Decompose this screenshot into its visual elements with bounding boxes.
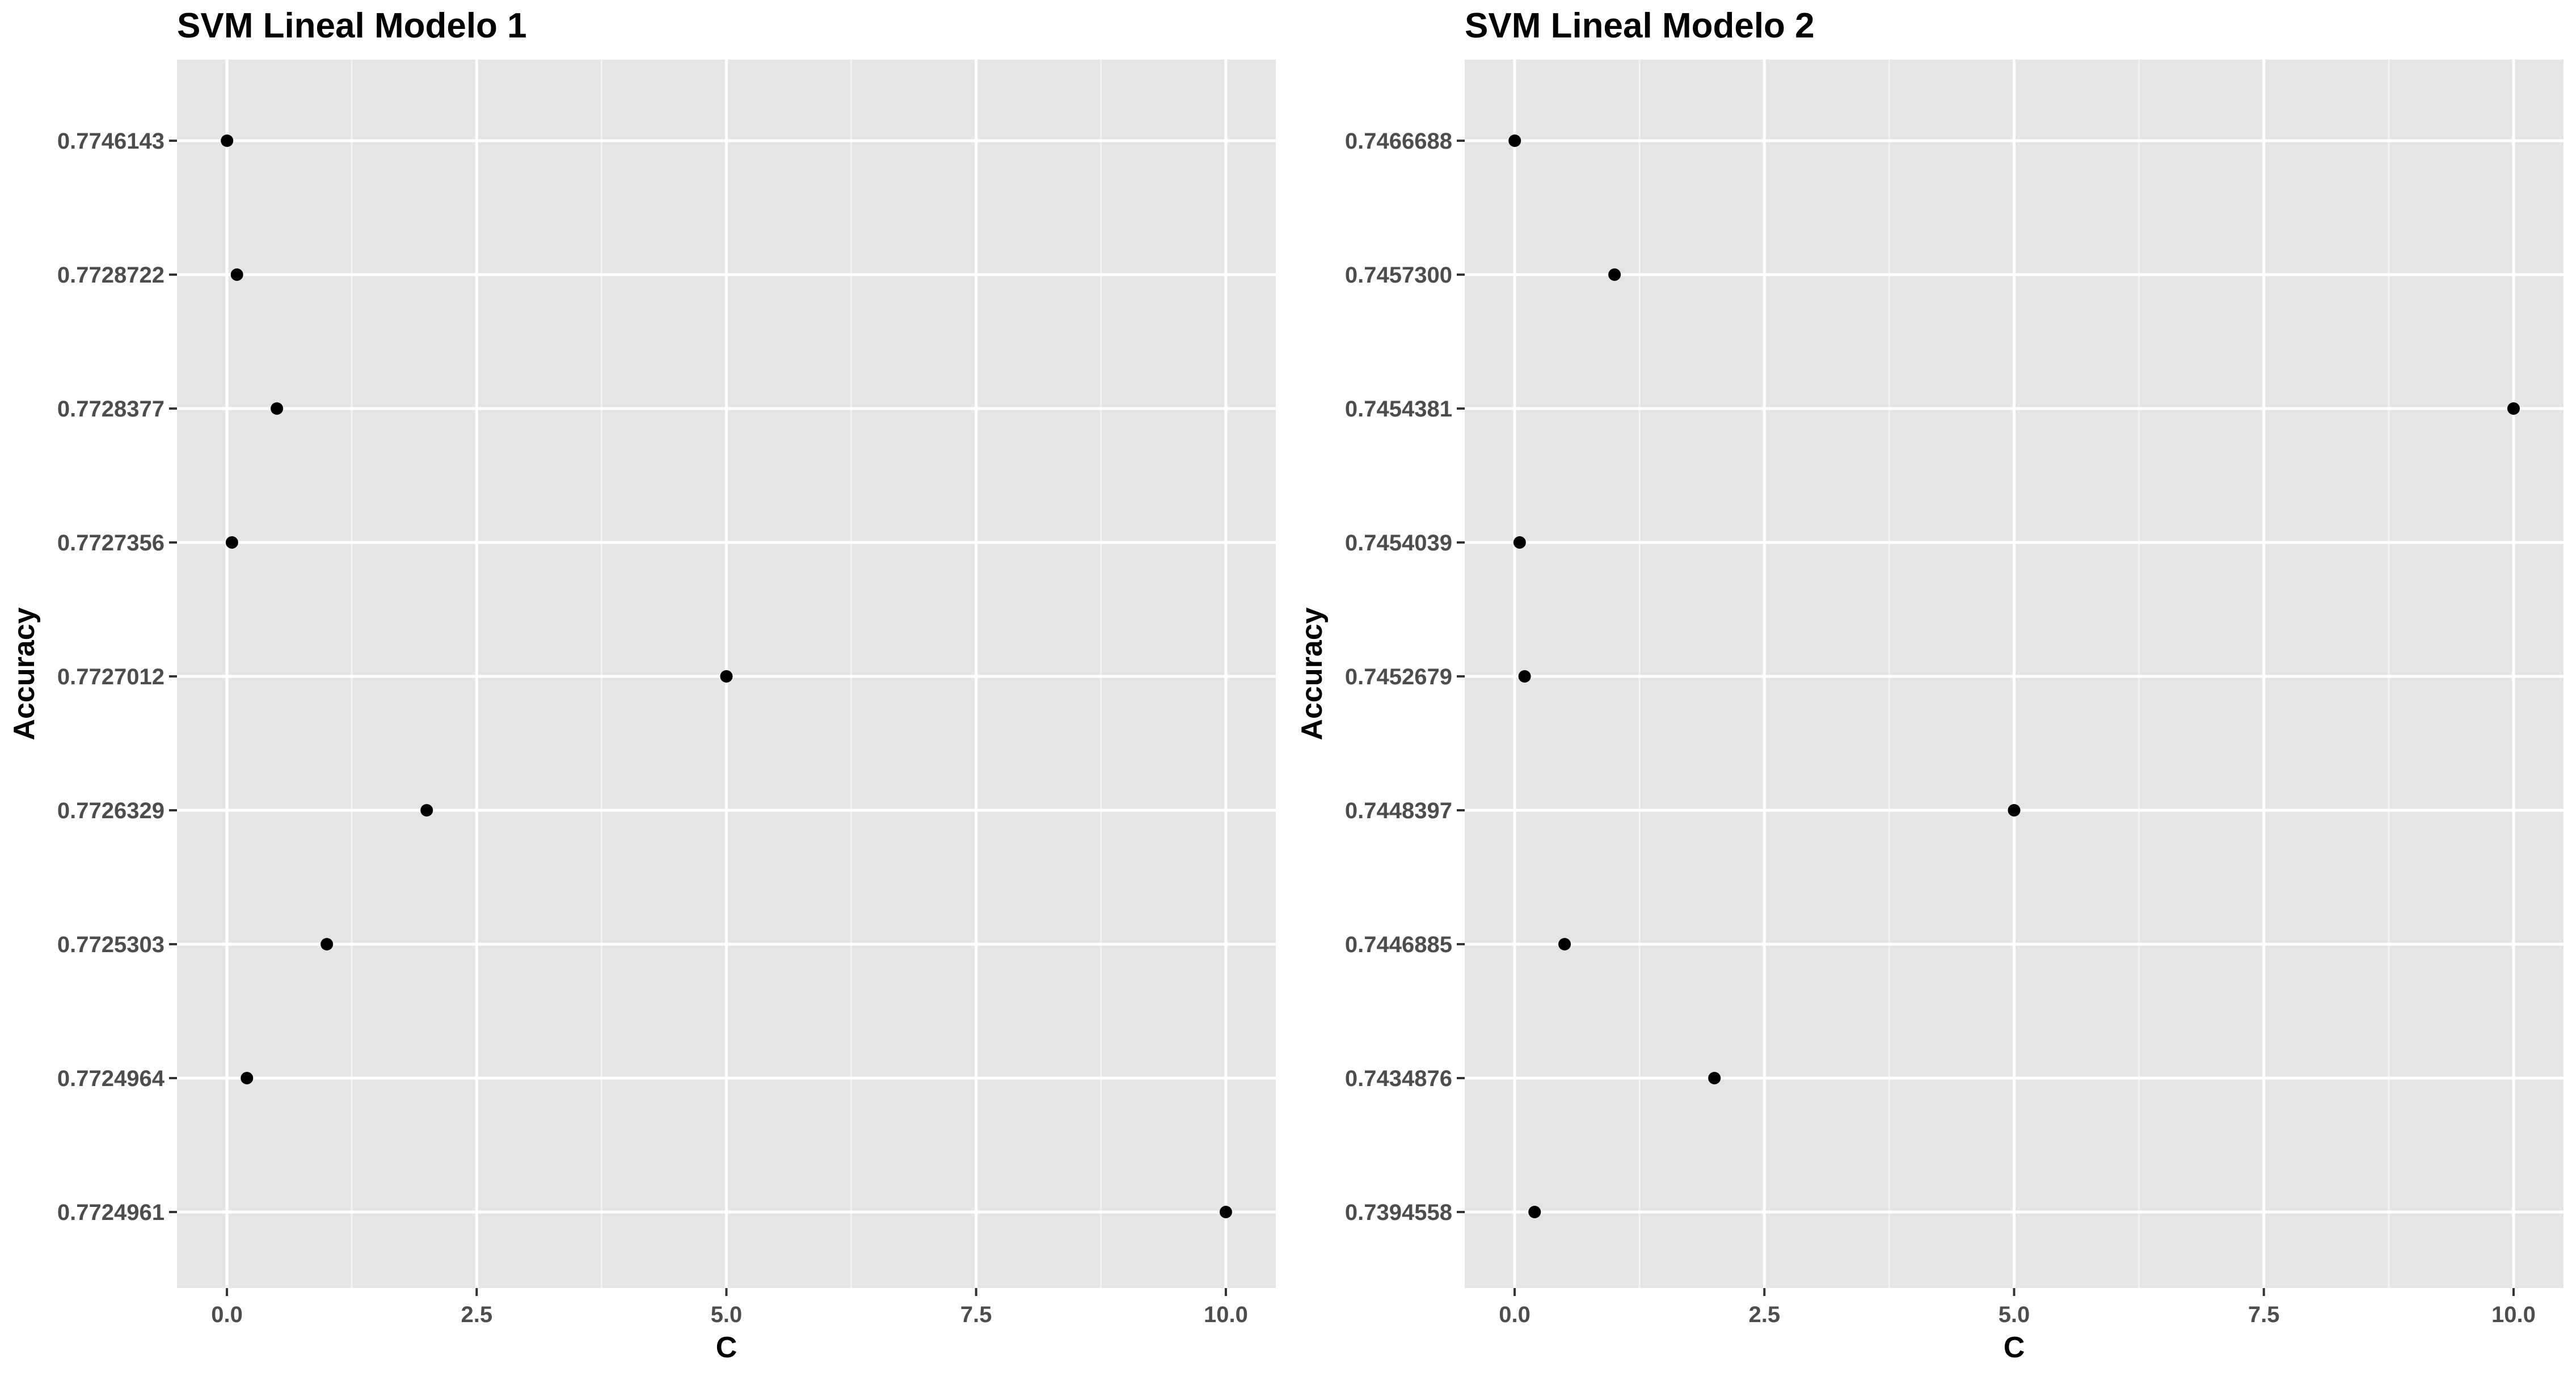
y-tick-label: 0.7728377 [57,397,165,422]
data-point [420,804,433,817]
chart-title: SVM Lineal Modelo 2 [1465,6,1815,45]
y-tick-label: 0.7726329 [57,798,165,823]
chart-title: SVM Lineal Modelo 1 [177,6,527,45]
data-point [241,1072,254,1084]
x-axis-label: C [2004,1331,2025,1364]
y-tick-label: 0.7725303 [57,932,165,957]
y-tick-label: 0.7394558 [1345,1200,1452,1225]
chart-panel-1: 0.7724961 0.7724964 0.7725303 0.7726329 0.77… [8,6,1276,1364]
data-point [1513,536,1526,549]
data-point [1708,1072,1721,1084]
x-tick-label: 7.5 [960,1302,992,1327]
x-tick-label: 5.0 [711,1302,743,1327]
chart-panel-2: 0.7394558 0.7434876 0.7446885 0.7448397 0.74… [1296,6,2564,1364]
data-point [221,134,234,147]
y-tick-label: 0.7727012 [57,664,165,689]
x-tick-label: 10.0 [2491,1302,2536,1327]
y-tick-label: 0.7446885 [1345,932,1452,957]
y-tick-label: 0.7728722 [57,263,165,288]
data-point [2507,402,2520,415]
x-tick-label: 10.0 [1204,1302,1248,1327]
data-point [230,268,243,281]
data-point [2008,804,2021,817]
x-tick-label: 5.0 [1999,1302,2030,1327]
y-tick-label: 0.7452679 [1345,664,1452,689]
data-point [1518,670,1531,683]
x-axis-label: C [716,1331,737,1364]
y-tick-label: 0.7454381 [1345,397,1452,422]
y-tick-label: 0.7448397 [1345,798,1452,823]
x-tick-label: 2.5 [1748,1302,1780,1327]
data-point [1528,1206,1541,1218]
y-tick-label: 0.7727356 [57,531,165,556]
y-tick-label: 0.7466688 [1345,129,1452,154]
y-tick-label: 0.7434876 [1345,1066,1452,1091]
data-point [720,670,733,683]
y-tick-label: 0.7724961 [57,1200,165,1225]
data-point [1508,134,1521,147]
x-tick-label: 2.5 [461,1302,492,1327]
y-axis-label: Accuracy [8,607,41,740]
data-point [271,402,284,415]
data-point [1558,938,1571,950]
y-tick-label: 0.7457300 [1345,263,1452,288]
data-point [1219,1206,1232,1218]
data-point [321,938,334,950]
y-axis-label: Accuracy [1296,607,1329,740]
x-tick-label: 0.0 [211,1302,243,1327]
data-point [225,536,238,549]
y-tick-label: 0.7724964 [57,1066,165,1091]
x-tick-label: 7.5 [2248,1302,2280,1327]
y-tick-label: 0.7454039 [1345,531,1452,556]
x-tick-label: 0.0 [1499,1302,1531,1327]
y-tick-label: 0.7746143 [57,129,165,154]
data-point [1608,268,1621,281]
